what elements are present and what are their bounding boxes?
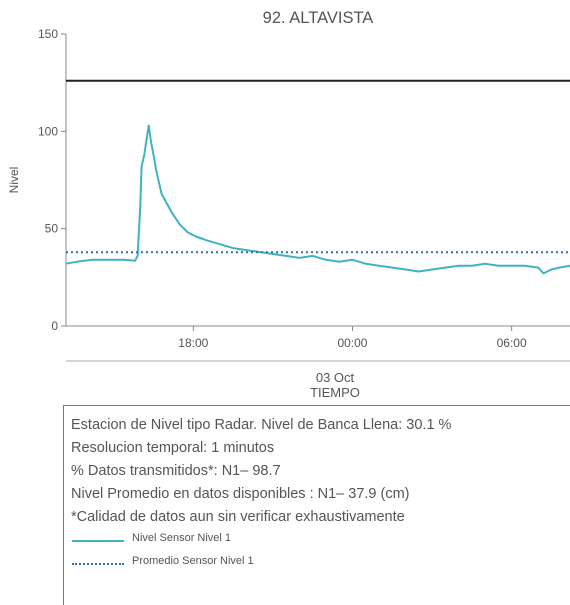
- legend-item-average: Promedio Sensor Nivel 1: [71, 553, 570, 575]
- x-axis-label: TIEMPO: [310, 385, 360, 400]
- x-axis-ticks: 18:00 00:00 06:00: [178, 326, 527, 350]
- info-panel: Estacion de Nivel tipo Radar. Nivel de B…: [63, 405, 570, 605]
- info-resolution: Resolucion temporal: 1 minutos: [71, 440, 275, 456]
- axes: 0 50 100 150: [38, 27, 570, 362]
- legend-swatch-solid: [72, 540, 124, 542]
- x-axis-date-label: 03 Oct: [316, 370, 355, 385]
- y-tick-label: 50: [45, 222, 59, 236]
- x-tick-label: 06:00: [497, 336, 527, 350]
- x-tick-label: 18:00: [178, 336, 208, 350]
- info-data-transmitted: % Datos transmitidos*: N1– 98.7: [71, 463, 281, 479]
- y-tick-label: 150: [38, 27, 58, 41]
- series-line-sensor: [65, 124, 570, 275]
- info-station-type: Estacion de Nivel tipo Radar. Nivel de B…: [71, 417, 452, 433]
- legend-label: Promedio Sensor Nivel 1: [132, 555, 254, 567]
- chart-title: 92. ALTAVISTA: [263, 9, 374, 27]
- y-tick-label: 100: [38, 124, 58, 138]
- legend-label: Nivel Sensor Nivel 1: [132, 532, 232, 544]
- y-axis-label: Nivel: [7, 167, 21, 194]
- info-average-level: Nivel Promedio en datos disponibles : N1…: [71, 486, 410, 502]
- legend-swatch-dotted: [72, 563, 124, 565]
- info-quality-note: *Calidad de datos aun sin verificar exha…: [71, 509, 405, 525]
- plot-area: [65, 79, 570, 275]
- legend-item-sensor: Nivel Sensor Nivel 1: [71, 530, 570, 552]
- line-chart: 92. ALTAVISTA Nivel 0 50 100 150 18:00 00:00…: [7, 9, 570, 400]
- y-tick-label: 0: [51, 319, 58, 333]
- x-tick-label: 00:00: [337, 336, 367, 350]
